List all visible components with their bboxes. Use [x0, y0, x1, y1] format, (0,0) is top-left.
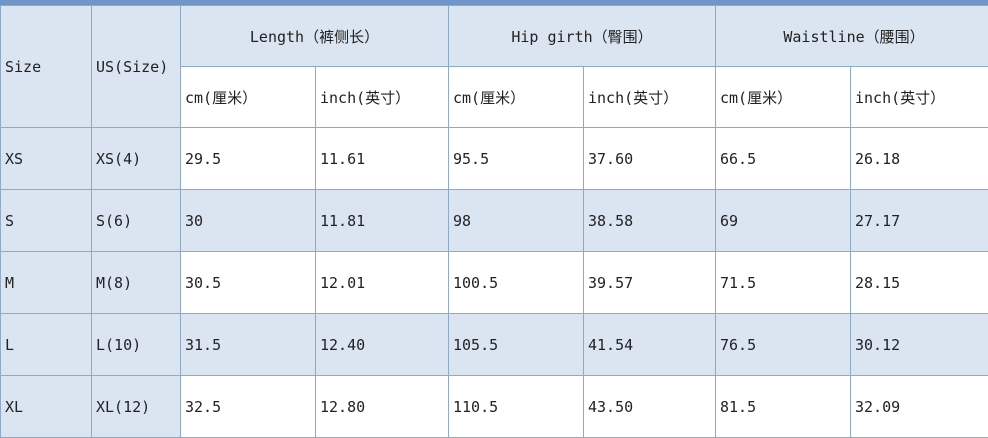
value-cell: 43.50 [584, 376, 716, 438]
unit-header: cm(厘米） [449, 67, 584, 128]
value-cell: 100.5 [449, 252, 584, 314]
value-cell: 12.01 [316, 252, 449, 314]
header-row-groups: Size US(Size) Length（裤侧长） Hip girth（臀围） … [1, 6, 988, 67]
header-hip-girth: Hip girth（臀围） [449, 6, 716, 67]
unit-header: inch(英寸） [316, 67, 449, 128]
value-cell: 12.40 [316, 314, 449, 376]
us-size-cell: M(8) [92, 252, 181, 314]
value-cell: 11.81 [316, 190, 449, 252]
header-size: Size [1, 6, 92, 128]
unit-header: inch(英寸） [851, 67, 988, 128]
size-cell: L [1, 314, 92, 376]
value-cell: 37.60 [584, 128, 716, 190]
value-cell: 26.18 [851, 128, 988, 190]
value-cell: 41.54 [584, 314, 716, 376]
value-cell: 95.5 [449, 128, 584, 190]
header-us-size: US(Size) [92, 6, 181, 128]
value-cell: 30.12 [851, 314, 988, 376]
size-chart-table: Size US(Size) Length（裤侧长） Hip girth（臀围） … [0, 5, 988, 438]
value-cell: 38.58 [584, 190, 716, 252]
header-waistline: Waistline（腰围） [716, 6, 988, 67]
value-cell: 30.5 [181, 252, 316, 314]
size-cell: M [1, 252, 92, 314]
value-cell: 31.5 [181, 314, 316, 376]
size-cell: S [1, 190, 92, 252]
value-cell: 32.5 [181, 376, 316, 438]
value-cell: 28.15 [851, 252, 988, 314]
value-cell: 29.5 [181, 128, 316, 190]
value-cell: 105.5 [449, 314, 584, 376]
unit-header: inch(英寸） [584, 67, 716, 128]
value-cell: 27.17 [851, 190, 988, 252]
value-cell: 69 [716, 190, 851, 252]
value-cell: 66.5 [716, 128, 851, 190]
value-cell: 30 [181, 190, 316, 252]
value-cell: 32.09 [851, 376, 988, 438]
size-cell: XL [1, 376, 92, 438]
value-cell: 71.5 [716, 252, 851, 314]
us-size-cell: XL(12) [92, 376, 181, 438]
value-cell: 110.5 [449, 376, 584, 438]
value-cell: 81.5 [716, 376, 851, 438]
size-cell: XS [1, 128, 92, 190]
unit-header: cm(厘米） [181, 67, 316, 128]
value-cell: 11.61 [316, 128, 449, 190]
us-size-cell: XS(4) [92, 128, 181, 190]
us-size-cell: S(6) [92, 190, 181, 252]
header-length: Length（裤侧长） [181, 6, 449, 67]
value-cell: 98 [449, 190, 584, 252]
unit-header: cm(厘米） [716, 67, 851, 128]
value-cell: 39.57 [584, 252, 716, 314]
value-cell: 76.5 [716, 314, 851, 376]
us-size-cell: L(10) [92, 314, 181, 376]
value-cell: 12.80 [316, 376, 449, 438]
